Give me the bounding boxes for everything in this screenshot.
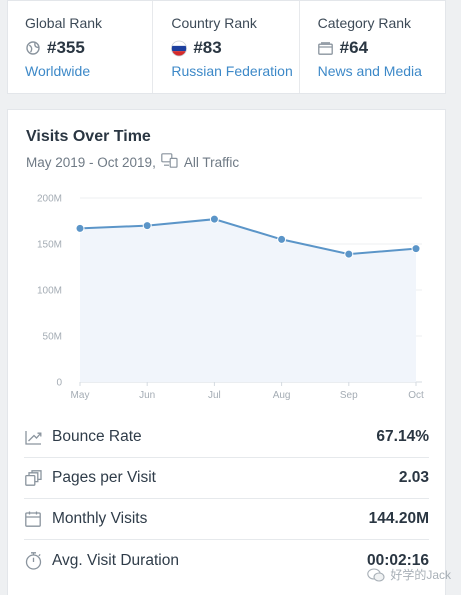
bounce-rate-icon (24, 428, 42, 446)
watermark: 好学的Jack (367, 566, 451, 583)
traffic-source-icon (161, 153, 178, 171)
y-tick-label: 100M (37, 286, 62, 297)
global-rank: Global Rank #355 Worldwide (8, 1, 154, 93)
x-tick-label: May (71, 390, 90, 401)
data-point[interactable] (209, 214, 219, 224)
visits-subtitle: May 2019 - Oct 2019, All Traffic (26, 153, 239, 171)
traffic-type: All Traffic (183, 154, 240, 170)
news-and-media-link[interactable]: News and Media (317, 63, 422, 79)
data-point[interactable] (277, 234, 287, 244)
x-tick-label: Aug (273, 390, 291, 401)
wechat-icon (367, 567, 385, 582)
monthly-visits-value: 144.20M (368, 510, 429, 527)
x-tick-label: Jun (139, 390, 155, 401)
pages-per-visit-label: Pages per Visit (52, 469, 156, 486)
y-tick-label: 150M (37, 240, 62, 251)
x-tick-label: Oct (408, 390, 424, 401)
russia-flag-icon (171, 40, 188, 56)
globe-icon (25, 40, 41, 56)
monthly-visits-label: Monthly Visits (52, 510, 148, 527)
global-rank-label: Global Rank (25, 15, 103, 31)
metric-row-bounce-rate: Bounce Rate 67.14% (24, 417, 429, 458)
pages-icon (24, 469, 42, 487)
pages-per-visit-value: 2.03 (398, 469, 429, 486)
visits-line-chart: 0 50M 100M 150M 200M May Jun Jul Aug Sep Oct (37, 194, 424, 402)
category-rank: Category Rank #64 News and Media (300, 1, 445, 93)
visits-card: Visits Over Time May 2019 - Oct 2019, Al… (7, 109, 446, 595)
data-point[interactable] (142, 221, 152, 231)
stopwatch-icon (24, 551, 42, 570)
country-rank-label: Country Rank (171, 15, 257, 31)
metric-row-monthly-visits: Monthly Visits 144.20M (24, 499, 429, 540)
avg-visit-duration-label: Avg. Visit Duration (52, 551, 179, 569)
date-range: May 2019 - Oct 2019, (26, 154, 156, 170)
bounce-rate-label: Bounce Rate (52, 428, 142, 445)
engagement-metrics: Bounce Rate 67.14% Pages per Visit 2.03 (24, 417, 429, 581)
y-tick-label: 50M (43, 332, 62, 343)
visits-chart: 0 50M 100M 150M 200M May Jun Jul Aug Sep Oct (8, 180, 447, 415)
x-tick-label: Jul (208, 390, 221, 401)
bounce-rate-value: 67.14% (376, 428, 429, 445)
data-point[interactable] (75, 223, 85, 233)
country-rank-value: #83 (193, 38, 222, 57)
russian-federation-link[interactable]: Russian Federation (171, 63, 293, 79)
metric-row-avg-visit-duration: Avg. Visit Duration 00:02:16 (24, 540, 429, 581)
category-rank-value: #64 (339, 38, 369, 57)
data-point[interactable] (344, 249, 354, 259)
category-rank-label: Category Rank (317, 15, 412, 31)
visits-title: Visits Over Time (26, 128, 151, 145)
y-tick-label: 0 (56, 378, 62, 389)
visits-area-fill (80, 219, 416, 382)
country-rank: Country Rank #83 Russian Federation (153, 1, 300, 93)
category-icon (318, 40, 334, 56)
avg-visit-duration-value: 00:02:16 (366, 551, 429, 569)
y-tick-label: 200M (37, 194, 62, 205)
global-rank-value: #355 (47, 38, 85, 57)
watermark-text: 好学的Jack (390, 568, 451, 582)
metric-row-pages-per-visit: Pages per Visit 2.03 (24, 458, 429, 499)
rank-card: Global Rank #355 Worldwide Country Rank (7, 0, 446, 94)
calendar-icon (24, 510, 42, 528)
visits-line (79, 218, 417, 256)
data-point[interactable] (411, 244, 421, 254)
x-tick-label: Sep (340, 390, 358, 401)
worldwide-link[interactable]: Worldwide (25, 63, 91, 79)
